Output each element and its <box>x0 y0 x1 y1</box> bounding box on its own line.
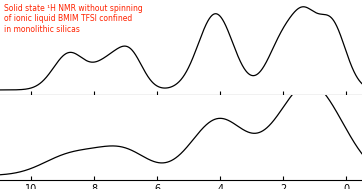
Text: Solid state ¹H NMR without spinning
of ionic liquid BMIM TFSI confined
in monoli: Solid state ¹H NMR without spinning of i… <box>4 4 142 34</box>
